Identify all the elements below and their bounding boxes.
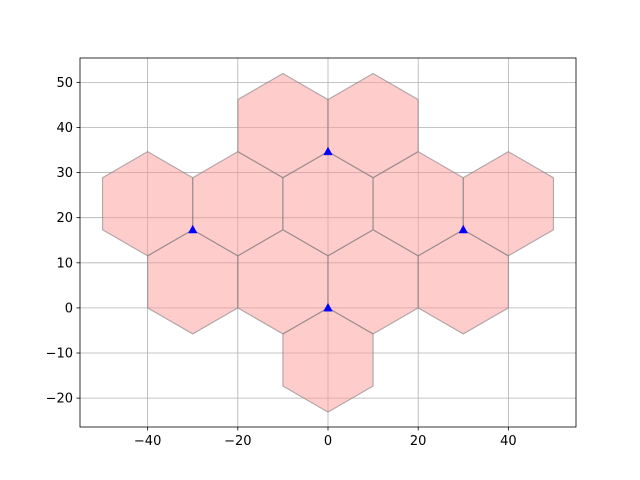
hexagon-cell <box>327 72 419 179</box>
x-tick-label: 20 <box>410 434 427 449</box>
x-tick-label: 0 <box>324 434 332 449</box>
y-tick-label: −20 <box>46 392 73 407</box>
triangle-marker <box>458 224 468 234</box>
triangle-marker <box>323 146 333 156</box>
x-axis: −40 −20 0 20 40 <box>134 427 517 449</box>
marker-layer <box>188 146 468 312</box>
x-tick-label: 40 <box>500 434 517 449</box>
y-tick-label: 50 <box>56 76 73 91</box>
y-tick-label: 10 <box>56 256 73 271</box>
y-tick-label: −10 <box>46 347 73 362</box>
y-tick-label: 30 <box>56 166 73 181</box>
x-tick-label: −40 <box>134 434 161 449</box>
y-axis: −20 −10 0 10 20 30 40 50 <box>46 76 80 407</box>
triangle-marker <box>188 224 198 234</box>
hexagon-layer <box>101 72 555 413</box>
y-tick-label: 40 <box>56 121 73 136</box>
y-tick-label: 20 <box>56 211 73 226</box>
x-tick-label: −20 <box>224 434 251 449</box>
hexagon-cell <box>462 150 555 257</box>
y-tick-label: 0 <box>65 301 73 316</box>
triangle-marker <box>323 302 333 312</box>
